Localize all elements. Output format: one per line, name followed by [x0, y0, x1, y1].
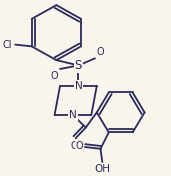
Text: O: O — [75, 141, 83, 151]
Text: O: O — [51, 71, 58, 81]
Text: N: N — [75, 81, 82, 91]
Text: S: S — [75, 59, 82, 72]
Text: OH: OH — [94, 164, 110, 174]
Text: N: N — [69, 110, 77, 120]
Text: O: O — [97, 47, 104, 56]
Text: Cl: Cl — [2, 40, 11, 50]
Text: O: O — [71, 141, 78, 151]
